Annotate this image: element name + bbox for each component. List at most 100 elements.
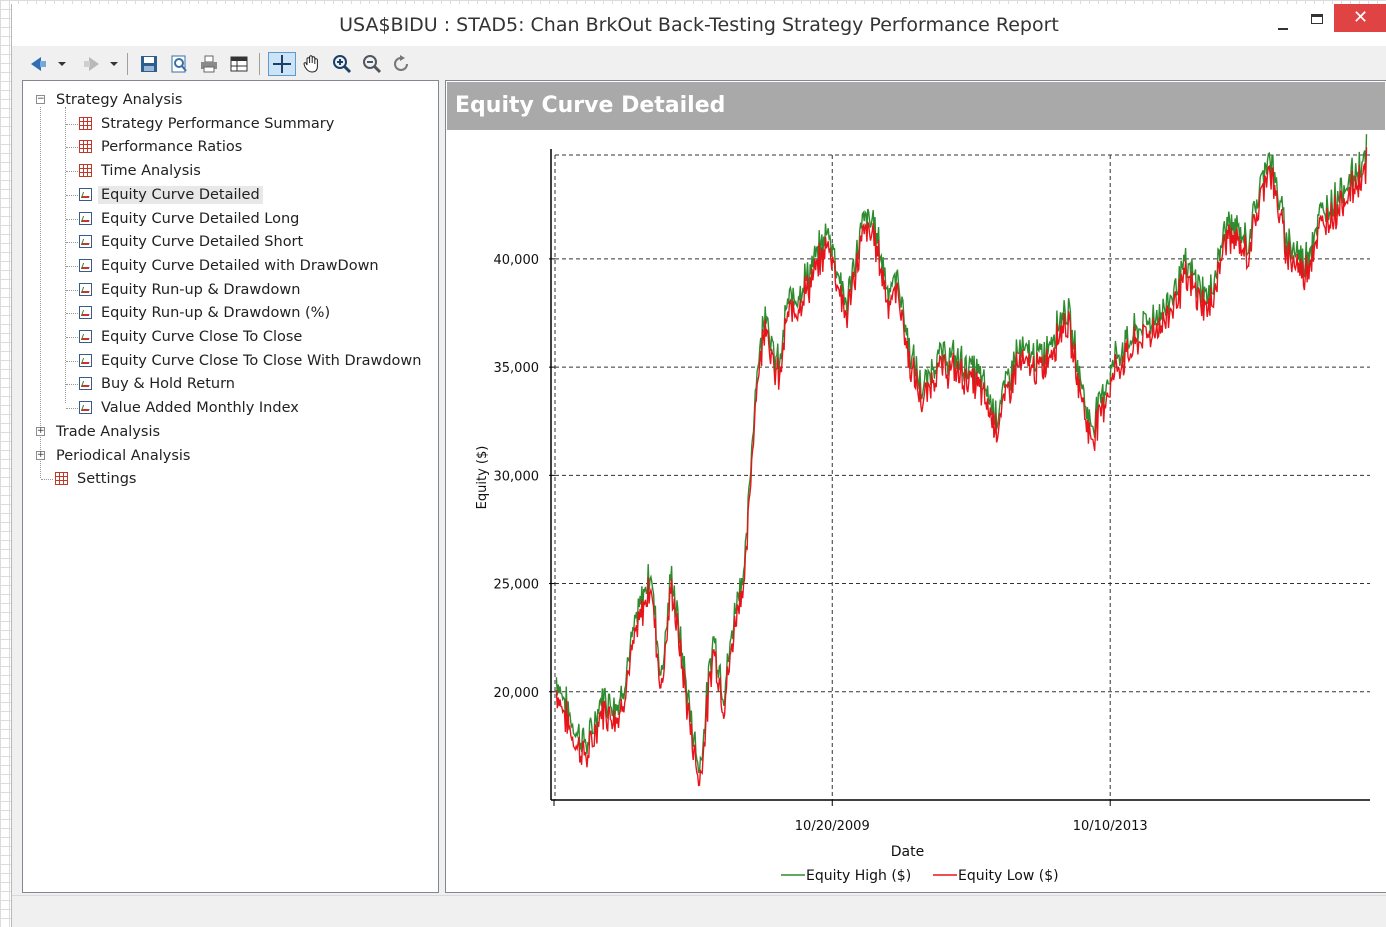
chart-icon <box>79 330 92 343</box>
tree-connector <box>66 337 78 338</box>
table-icon <box>79 116 92 130</box>
minimize-button[interactable] <box>1264 10 1302 38</box>
report-window: USA$BIDU : STAD5: Chan BrkOut Back-Testi… <box>11 4 1386 927</box>
tree-node-equity-curve-detailed-long[interactable]: Equity Curve Detailed Long <box>79 208 302 230</box>
table-icon <box>79 140 92 154</box>
chart-panel: Equity Curve Detailed 20,000 25,000 30,000… <box>445 80 1386 893</box>
expand-toggle[interactable]: + <box>36 425 45 436</box>
table-view-button[interactable] <box>228 52 250 76</box>
forward-icon <box>84 57 99 71</box>
save-button[interactable] <box>138 52 160 76</box>
tree-node-label: Buy & Hold Return <box>101 376 235 393</box>
panel-header: Equity Curve Detailed <box>447 82 1385 130</box>
tree-node-strategy-performance-summary[interactable]: Strategy Performance Summary <box>79 113 337 135</box>
tree-node-label: Periodical Analysis <box>56 447 191 464</box>
print-icon <box>201 55 217 73</box>
back-dropdown-button[interactable] <box>56 52 68 76</box>
zoom-out-button[interactable] <box>360 52 384 76</box>
tree-node-equity-curve-close-to-close[interactable]: Equity Curve Close To Close <box>79 326 305 348</box>
close-icon: ✕ <box>1352 7 1369 28</box>
toolbar-separator <box>259 53 260 75</box>
tree-node-label: Time Analysis <box>101 163 201 180</box>
collapse-toggle[interactable]: − <box>36 94 45 104</box>
forward-dropdown-button[interactable] <box>108 52 120 76</box>
tree-node-trade-analysis[interactable]: Trade Analysis <box>53 421 163 443</box>
chart-icon <box>79 377 92 391</box>
y-tick-label: 30,000 <box>494 469 540 484</box>
tree-connector <box>66 408 78 410</box>
tree-node-equity-curve-detailed-short[interactable]: Equity Curve Detailed Short <box>79 231 306 253</box>
chart-icon <box>79 258 92 272</box>
zoom-in-button[interactable] <box>330 52 354 76</box>
tree-node-buy-hold-return[interactable]: Buy & Hold Return <box>79 373 238 395</box>
close-button[interactable]: ✕ <box>1334 4 1386 32</box>
maximize-button[interactable] <box>1298 8 1336 36</box>
toolbar-separator <box>127 53 128 75</box>
zoom-in-icon <box>333 55 352 74</box>
legend-label: Equity Low ($) <box>958 868 1059 884</box>
chart-icon <box>79 306 92 320</box>
tree-connector <box>66 360 78 362</box>
tree-node-label: Trade Analysis <box>56 423 161 440</box>
legend-label: Equity High ($) <box>806 868 911 884</box>
y-axis-label: Equity ($) <box>475 446 490 510</box>
tree-node-value-added-monthly-index[interactable]: Value Added Monthly Index <box>79 397 302 419</box>
y-tick-label: 35,000 <box>494 361 540 376</box>
reset-zoom-icon <box>394 55 408 71</box>
crosshair-button[interactable] <box>268 52 296 76</box>
chart-icon <box>79 353 92 367</box>
y-tick-label: 40,000 <box>494 253 540 268</box>
forward-button[interactable] <box>80 52 102 76</box>
tree-node-equity-curve-detailed[interactable]: Equity Curve Detailed <box>79 184 263 206</box>
tree-node-label: Equity Curve Close To Close <box>101 329 303 345</box>
tree-node-equity-curve-detailed-with-drawdown[interactable]: Equity Curve Detailed with DrawDown <box>79 255 382 277</box>
dropdown-arrow-icon <box>110 62 118 66</box>
pan-hand-icon <box>303 55 318 73</box>
tree-node-equity-curve-close-to-close-with-drawdown[interactable]: Equity Curve Close To Close With Drawdow… <box>79 350 424 372</box>
tree-node-time-analysis[interactable]: Time Analysis <box>79 160 204 182</box>
tree-node-label: Equity Curve Detailed Short <box>101 234 304 251</box>
maximize-icon <box>1311 14 1323 24</box>
x-tick-label: 10/20/2009 <box>795 819 870 834</box>
y-tick-label: 25,000 <box>494 578 540 593</box>
tree-node-label: Equity Curve Detailed with DrawDown <box>101 257 379 274</box>
expand-toggle[interactable]: + <box>36 449 45 460</box>
reset-zoom-button[interactable] <box>390 52 414 76</box>
tree-node-periodical-analysis[interactable]: Periodical Analysis <box>53 445 193 467</box>
chart-icon <box>79 401 92 415</box>
tree-node-label: Strategy Analysis <box>56 92 183 108</box>
tree-node-label: Strategy Performance Summary <box>101 115 335 132</box>
tree-node-label: Value Added Monthly Index <box>101 400 299 417</box>
print-preview-button[interactable] <box>168 52 190 76</box>
tree-connector <box>66 384 78 386</box>
tree-connector <box>40 107 41 479</box>
back-button[interactable] <box>28 52 50 76</box>
tree-connector <box>66 194 78 196</box>
tree-connector <box>66 242 78 244</box>
zoom-out-icon <box>363 55 382 74</box>
tree-node-equity-run-up-drawdown[interactable]: Equity Run-up & Drawdown (%) <box>79 302 333 324</box>
tree-connector <box>66 289 78 291</box>
save-icon <box>141 56 157 72</box>
table-icon <box>79 164 92 178</box>
tree-node-settings[interactable]: Settings <box>55 468 139 490</box>
series-line-equity-low <box>555 147 1368 787</box>
tree-connector <box>66 218 78 220</box>
tree-connector <box>66 147 78 149</box>
tree-node-equity-run-up-drawdown[interactable]: Equity Run-up & Drawdown <box>79 279 303 301</box>
table-view-icon <box>230 56 248 72</box>
x-axis-label: Date <box>891 844 924 860</box>
report-tree[interactable]: − Strategy Analysis Strategy Performance S… <box>22 80 439 893</box>
print-button[interactable] <box>198 52 220 76</box>
window-title: USA$BIDU : STAD5: Chan BrkOut Back-Testi… <box>339 14 1059 36</box>
tree-node-performance-ratios[interactable]: Performance Ratios <box>79 136 245 158</box>
series-line-equity-high <box>555 134 1368 774</box>
pan-button[interactable] <box>300 52 324 76</box>
tree-node-strategy-analysis[interactable]: Strategy Analysis <box>53 89 185 111</box>
print-preview-icon <box>171 55 187 73</box>
tree-node-label: Equity Curve Detailed <box>98 185 263 204</box>
equity-curve-chart[interactable]: 20,000 25,000 30,000 35,000 40,000 10/20/2009… <box>446 131 1386 892</box>
table-icon <box>55 472 68 486</box>
tree-connector <box>66 265 78 267</box>
toolbar <box>12 48 1386 80</box>
